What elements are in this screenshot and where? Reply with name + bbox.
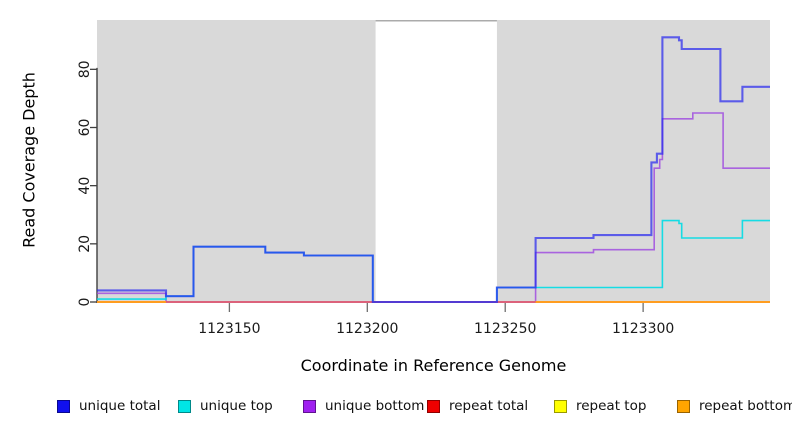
coverage-shade-region — [97, 20, 376, 303]
legend-label-unique-top: unique top — [200, 398, 273, 414]
x-tick-label: 1123200 — [336, 321, 398, 337]
legend-label-repeat-total: repeat total — [449, 398, 529, 414]
x-tick-label: 1123250 — [474, 321, 536, 337]
x-tick-label: 1123150 — [198, 321, 260, 337]
legend-swatch-unique-total — [57, 399, 70, 413]
legend-swatch-repeat-top — [554, 399, 567, 413]
legend-entry-repeat-top: repeat top — [554, 398, 646, 414]
legend-swatch-unique-top — [178, 399, 191, 413]
series-line-unique-total — [97, 36, 770, 304]
y-tick-label: 20 — [77, 235, 93, 253]
y-tick-label: 60 — [77, 119, 93, 137]
legend-label-unique-bottom: unique bottom — [325, 398, 425, 414]
y-tick-label: 40 — [77, 177, 93, 195]
legend-label-repeat-bottom: repeat bottom — [699, 398, 792, 414]
legend-entry-unique-bottom: unique bottom — [303, 398, 424, 414]
y-tick-label: 80 — [77, 60, 93, 78]
y-tick-label: 0 — [77, 298, 93, 307]
legend-label-repeat-top: repeat top — [576, 398, 647, 414]
legend-swatch-unique-bottom — [303, 399, 316, 413]
x-axis-title: Coordinate in Reference Genome — [300, 356, 567, 375]
legend-swatch-repeat-bottom — [677, 399, 690, 413]
x-tick-label: 1123300 — [612, 321, 674, 337]
legend-entry-repeat-total: repeat total — [427, 398, 528, 414]
coverage-shade-region — [496, 20, 770, 303]
legend-entry-repeat-bottom: repeat bottom — [677, 398, 792, 414]
y-axis-title: Read Coverage Depth — [19, 72, 39, 248]
legend-swatch-repeat-total — [427, 399, 440, 413]
legend-entry-unique-total: unique total — [57, 398, 160, 414]
legend-entry-unique-top: unique top — [178, 398, 273, 414]
legend-label-unique-total: unique total — [79, 398, 161, 414]
